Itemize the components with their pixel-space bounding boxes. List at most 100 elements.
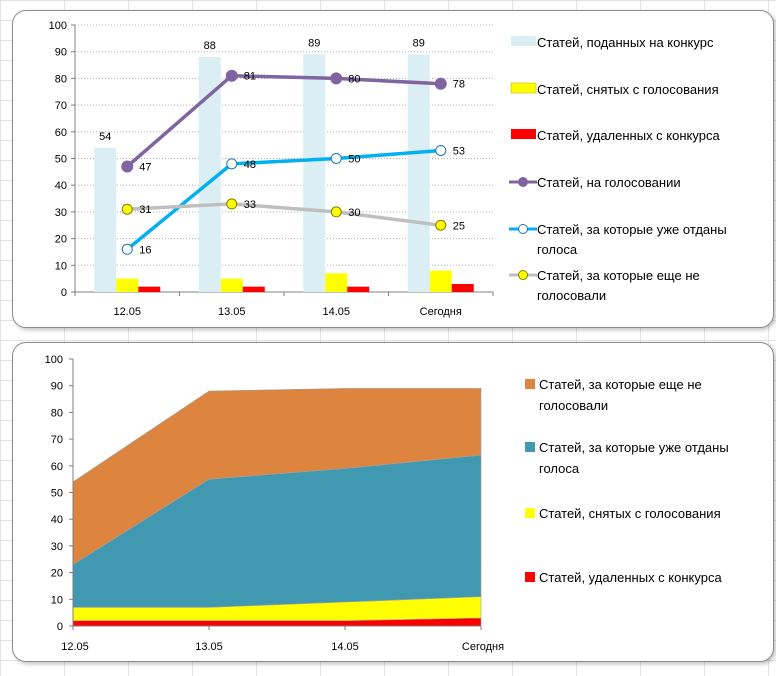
legend-swatch-not_voted bbox=[525, 379, 535, 389]
bar-submitted bbox=[94, 147, 117, 292]
y-tick-label: 60 bbox=[55, 127, 67, 139]
marker-not_voted bbox=[226, 198, 238, 210]
line-not_voted bbox=[127, 202, 441, 227]
y-tick-label: 10 bbox=[55, 260, 67, 272]
legend-swatch-voted bbox=[525, 442, 535, 452]
area-chart: 0 10 20 30 40 50 60 70 80 90 100 12.05 13.05 14.05 Сег… bbox=[45, 354, 729, 653]
data-label: 25 bbox=[453, 220, 465, 232]
bar-deleted bbox=[242, 286, 265, 292]
legend-label: Статей, поданных на конкурс bbox=[537, 35, 714, 50]
data-label: 48 bbox=[244, 159, 256, 171]
marker-voted bbox=[330, 153, 342, 164]
data-label: 47 bbox=[139, 162, 151, 174]
y-tick-label: 70 bbox=[51, 434, 63, 446]
line-voted bbox=[126, 148, 441, 251]
legend-label: Статей, за которые уже отданы bbox=[539, 440, 729, 455]
y-tick-label: 20 bbox=[55, 234, 67, 246]
combo-chart: 0 10 20 30 40 50 60 70 80 90 100 12.05 13.05 14.05 Сег… bbox=[49, 20, 727, 318]
marker-voting bbox=[121, 160, 134, 173]
x-tick-label: 14.05 bbox=[331, 641, 359, 653]
data-label: 54 bbox=[99, 131, 111, 143]
legend-marker-voting bbox=[518, 177, 528, 187]
legend-swatch-submitted bbox=[511, 36, 536, 46]
legend-label: Статей, за которые уже отданы bbox=[537, 222, 727, 237]
marker-not_voted bbox=[435, 219, 447, 231]
y-tick-label: 20 bbox=[51, 568, 63, 580]
line-voting bbox=[126, 73, 441, 168]
legend-label: Статей, на голосовании bbox=[537, 175, 681, 190]
y-tick-label: 40 bbox=[51, 514, 63, 526]
data-label: 53 bbox=[453, 145, 465, 157]
data-label: 78 bbox=[453, 79, 465, 91]
marker-voting bbox=[225, 69, 238, 82]
y-tick-label: 90 bbox=[51, 381, 63, 393]
y-tick-label: 30 bbox=[55, 207, 67, 219]
data-label: 16 bbox=[139, 244, 151, 256]
data-label: 31 bbox=[139, 204, 151, 216]
legend-label: Статей, удаленных с конкурса bbox=[539, 570, 722, 585]
bar-deleted bbox=[347, 286, 370, 292]
marker-voted bbox=[226, 158, 238, 170]
y-tick-label: 0 bbox=[57, 621, 63, 633]
legend-swatch-withdrawn bbox=[510, 82, 537, 94]
legend-label: Статей, удаленных с конкурса bbox=[537, 128, 720, 143]
legend-label: голосовали bbox=[539, 398, 608, 413]
bar-submitted bbox=[303, 54, 326, 293]
marker-voting bbox=[434, 77, 447, 90]
data-label: 81 bbox=[244, 71, 256, 83]
y-tick-label: 80 bbox=[55, 73, 67, 85]
legend-label: Статей, снятых с голосования bbox=[539, 506, 721, 521]
area-chart-panel: 0 10 20 30 40 50 60 70 80 90 100 12.05 13.05 14.05 Сег… bbox=[12, 342, 774, 662]
bar-submitted bbox=[407, 54, 430, 293]
data-label: 89 bbox=[413, 37, 425, 49]
data-label: 30 bbox=[348, 207, 360, 219]
legend-label: голоса bbox=[537, 242, 578, 257]
y-tick-label: 90 bbox=[55, 47, 67, 59]
legend-label: голоса bbox=[539, 461, 580, 476]
x-tick-label: 12.05 bbox=[113, 306, 141, 318]
combo-chart-panel: 0 10 20 30 40 50 60 70 80 90 100 12.05 13.05 14.05 Сег… bbox=[12, 10, 774, 328]
legend-label: Статей, за которые еще не bbox=[537, 268, 700, 283]
data-label: 33 bbox=[244, 199, 256, 211]
data-label: 89 bbox=[308, 37, 320, 49]
legend-label: голосовали bbox=[537, 288, 606, 303]
legend-label: Статей, снятых с голосования bbox=[537, 82, 719, 97]
area-not_voted bbox=[72, 388, 482, 566]
y-tick-label: 10 bbox=[51, 594, 63, 606]
marker-not_voted bbox=[330, 206, 342, 218]
bar-withdrawn bbox=[429, 270, 452, 292]
x-tick-label: 13.05 bbox=[195, 641, 223, 653]
x-tick-label: Сегодня bbox=[462, 641, 504, 653]
y-tick-label: 60 bbox=[51, 461, 63, 473]
y-tick-label: 50 bbox=[55, 154, 67, 166]
y-tick-label: 100 bbox=[49, 20, 67, 32]
y-tick-label: 50 bbox=[51, 488, 63, 500]
x-tick-label: 14.05 bbox=[322, 306, 350, 318]
bar-deleted bbox=[138, 286, 161, 292]
x-tick-label: Сегодня bbox=[420, 306, 462, 318]
legend-marker-voted bbox=[518, 224, 528, 234]
marker-voted bbox=[435, 144, 447, 156]
x-tick-label: 13.05 bbox=[218, 306, 246, 318]
marker-not_voted bbox=[121, 203, 133, 215]
y-tick-label: 80 bbox=[51, 407, 63, 419]
x-tick-label: 12.05 bbox=[61, 641, 89, 653]
legend-swatch-deleted bbox=[511, 129, 536, 139]
data-label: 88 bbox=[204, 40, 216, 52]
y-tick-label: 40 bbox=[55, 180, 67, 192]
bar-withdrawn bbox=[116, 278, 139, 292]
marker-voting bbox=[330, 72, 343, 85]
data-label: 80 bbox=[348, 73, 360, 85]
legend-swatch-withdrawn bbox=[525, 508, 535, 518]
marker-voted bbox=[121, 243, 133, 255]
y-tick-label: 70 bbox=[55, 100, 67, 112]
y-tick-label: 30 bbox=[51, 541, 63, 553]
bar-withdrawn bbox=[220, 278, 243, 292]
legend-swatch-deleted bbox=[525, 572, 535, 582]
bar-submitted bbox=[198, 57, 221, 292]
legend-marker-not_voted bbox=[518, 270, 528, 280]
y-tick-label: 0 bbox=[61, 287, 67, 299]
bar-deleted bbox=[451, 283, 474, 292]
y-tick-label: 100 bbox=[45, 354, 63, 366]
bar-withdrawn bbox=[325, 273, 348, 292]
